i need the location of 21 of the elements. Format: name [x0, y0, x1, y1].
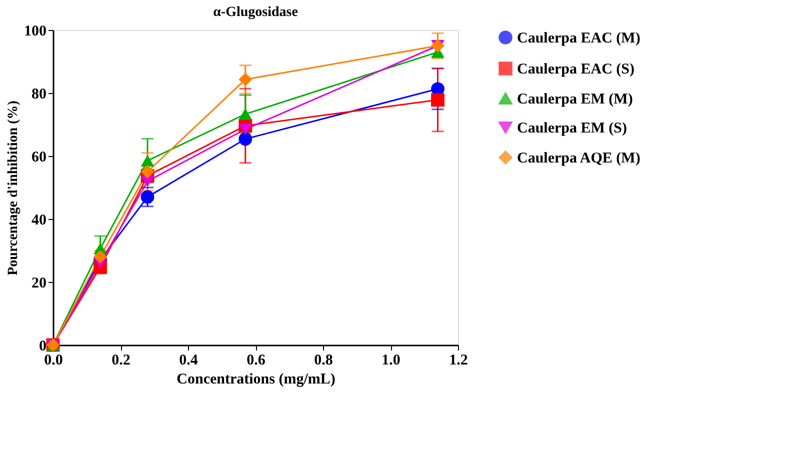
x-tick-label: 0.4	[179, 352, 198, 368]
x-tick-label: 0.8	[314, 352, 333, 368]
y-tick-label: 20	[32, 276, 46, 292]
x-axis-title: Concentrations (mg/mL)	[176, 372, 336, 388]
x-tick-label: 0.6	[246, 352, 266, 368]
x-tick-label: 1.2	[449, 352, 468, 368]
x-tick-label: 1.0	[382, 352, 400, 368]
legend-label: Caulerpa EM (M)	[517, 92, 633, 108]
y-axis-title: Pourcentage d'inhibition (%)	[6, 100, 21, 276]
y-tick-label: 80	[32, 86, 46, 102]
y-tick-label: 0	[39, 338, 46, 354]
legend-label: Caulerpa EM (S)	[517, 120, 627, 136]
legend-label: Caulerpa EAC (S)	[517, 62, 635, 78]
legend-label: Caulerpa EAC (M)	[517, 30, 640, 46]
y-tick-label: 100	[24, 24, 46, 40]
x-tick-label: 0.2	[112, 352, 130, 368]
y-tick-label: 40	[32, 212, 46, 228]
x-tick-label: 0.0	[44, 352, 63, 368]
y-tick-label: 60	[32, 150, 46, 166]
chart-title: α-Glugosidase	[213, 5, 298, 20]
legend-label: Caulerpa AQE (M)	[517, 150, 640, 166]
